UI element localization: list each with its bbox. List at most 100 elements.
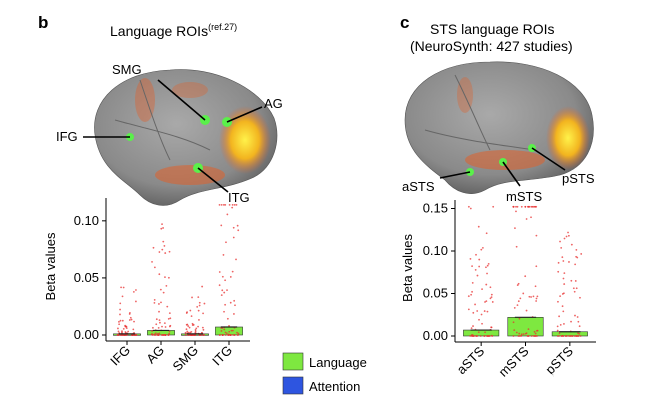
data-point — [228, 325, 230, 327]
data-point — [535, 300, 538, 302]
data-point — [135, 289, 137, 291]
data-point — [518, 317, 521, 320]
legend-swatch-language — [282, 352, 304, 371]
data-point — [197, 325, 199, 328]
data-point — [574, 263, 577, 266]
data-point — [483, 335, 486, 337]
data-point — [194, 328, 197, 331]
data-point — [229, 276, 232, 278]
data-point — [118, 323, 121, 326]
data-point — [574, 314, 576, 317]
brain-c-image — [404, 61, 594, 194]
x-tick-label: AG — [143, 343, 167, 367]
data-point — [531, 205, 534, 208]
data-point — [191, 296, 193, 299]
data-point — [527, 328, 530, 331]
data-point — [513, 306, 516, 309]
data-point — [231, 270, 234, 273]
data-point — [125, 325, 128, 328]
roi-label-psts: pSTS — [562, 171, 595, 186]
data-point — [490, 326, 493, 329]
data-point — [220, 330, 223, 332]
data-point — [235, 203, 238, 206]
data-point — [575, 255, 578, 258]
data-point — [130, 318, 133, 321]
data-point — [559, 295, 562, 298]
data-point — [478, 318, 480, 321]
data-point — [562, 310, 565, 313]
data-point — [574, 335, 577, 337]
data-point — [235, 258, 237, 261]
data-point — [483, 310, 486, 312]
data-point — [221, 289, 224, 292]
data-point — [156, 332, 159, 335]
data-point — [224, 203, 227, 206]
data-point — [487, 262, 490, 265]
data-point — [163, 322, 166, 325]
data-point — [477, 331, 480, 334]
data-point — [561, 305, 564, 308]
data-point — [558, 315, 561, 318]
data-point — [185, 323, 188, 326]
data-point — [169, 324, 172, 327]
data-point — [122, 327, 125, 330]
data-point — [517, 300, 520, 303]
data-point — [516, 284, 519, 286]
data-point — [522, 292, 525, 295]
data-point — [129, 316, 132, 319]
data-point — [197, 296, 200, 299]
data-point — [160, 301, 162, 304]
data-point — [159, 288, 162, 291]
data-point — [579, 296, 581, 299]
data-point — [563, 283, 566, 285]
data-point — [162, 240, 165, 243]
data-point — [490, 334, 493, 337]
data-point — [520, 333, 523, 336]
data-point — [151, 333, 153, 335]
data-point — [520, 334, 523, 337]
y-tick-label: 0.05 — [74, 270, 99, 285]
data-point — [202, 312, 204, 315]
panel-b-title-main: Language ROIs — [110, 23, 208, 39]
data-point — [534, 285, 537, 288]
data-point — [190, 315, 193, 318]
data-point — [560, 335, 563, 337]
y-axis-title: Beta values — [400, 234, 415, 302]
data-point — [158, 319, 161, 322]
data-point — [130, 334, 133, 336]
data-point — [188, 326, 191, 329]
data-point — [484, 331, 486, 334]
data-point — [557, 270, 560, 273]
data-point — [233, 203, 236, 206]
panel-b-title-sup: (ref.27) — [208, 22, 237, 32]
data-point — [470, 327, 473, 330]
data-point — [203, 302, 206, 305]
data-point — [229, 301, 232, 304]
data-point — [218, 284, 221, 287]
data-point — [512, 205, 515, 208]
data-point — [153, 266, 156, 269]
data-point — [220, 224, 223, 227]
data-point — [184, 331, 187, 334]
y-tick-label: 0.00 — [74, 327, 99, 342]
data-point — [191, 322, 194, 325]
data-point — [122, 286, 125, 289]
data-point — [153, 302, 156, 304]
data-point — [556, 325, 559, 328]
data-point — [486, 310, 489, 313]
data-point — [519, 297, 522, 300]
data-point — [563, 272, 566, 275]
data-point — [520, 205, 523, 208]
data-point — [470, 293, 473, 296]
data-point — [125, 334, 128, 336]
data-point — [119, 319, 122, 322]
data-point — [187, 334, 190, 336]
data-point — [124, 331, 127, 333]
data-point — [158, 273, 161, 276]
data-point — [527, 205, 530, 208]
data-point — [185, 328, 188, 331]
data-point — [226, 289, 228, 292]
data-point — [492, 205, 495, 208]
data-point — [226, 317, 229, 320]
data-point — [202, 328, 205, 331]
